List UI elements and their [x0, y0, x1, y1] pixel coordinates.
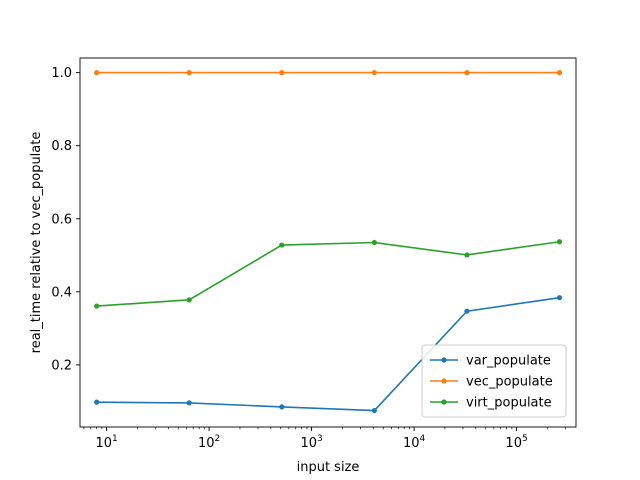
legend-label-virt_populate: virt_populate: [466, 396, 552, 411]
data-point-var_populate-0: [94, 399, 100, 405]
legend-label-var_populate: var_populate: [466, 354, 551, 369]
x-tick-label-1: 102: [198, 434, 220, 451]
x-tick-label-3: 104: [403, 434, 426, 451]
plot-area: [94, 70, 563, 414]
legend-label-vec_populate: vec_populate: [466, 375, 553, 390]
data-point-virt_populate-4: [464, 252, 470, 258]
data-point-vec_populate-2: [279, 70, 285, 76]
data-point-virt_populate-3: [371, 239, 377, 246]
data-point-var_populate-3: [371, 407, 377, 414]
data-point-virt_populate-0: [94, 303, 100, 309]
y-axis-label: real_time relative to vec_populate: [29, 132, 44, 354]
y-tick-label-4: 1.0: [51, 66, 72, 81]
legend: var_populate vec_populate virt_populate: [421, 344, 567, 418]
data-point-var_populate-1: [186, 400, 192, 406]
x-tick-label-2: 103: [300, 434, 322, 451]
data-point-var_populate-2: [279, 404, 285, 410]
y-tick-label-0: 0.2: [51, 358, 72, 373]
x-tick-label-4: 105: [505, 434, 527, 451]
data-point-virt_populate-1: [186, 297, 192, 303]
y-tick-label-2: 0.6: [51, 212, 72, 227]
data-point-var_populate-5: [556, 295, 563, 301]
series-line-virt_populate: [96, 240, 560, 307]
y-tick-label-3: 0.8: [51, 139, 72, 154]
legend-marker-vec_populate: [441, 378, 447, 384]
data-point-vec_populate-4: [464, 70, 470, 76]
data-point-vec_populate-1: [186, 70, 192, 76]
x-axis-label: input size: [297, 460, 360, 475]
legend-box: [421, 344, 567, 418]
axes-frame: [79, 57, 577, 428]
data-point-vec_populate-0: [94, 70, 100, 76]
data-point-vec_populate-5: [556, 70, 563, 76]
data-point-var_populate-4: [464, 308, 470, 314]
y-tick-label-1: 0.4: [51, 285, 72, 300]
legend-marker-virt_populate: [441, 399, 447, 405]
legend-marker-var_populate: [441, 357, 447, 363]
data-point-virt_populate-5: [556, 239, 563, 245]
data-point-virt_populate-2: [279, 242, 285, 248]
x-tick-label-0: 101: [95, 434, 117, 451]
data-point-vec_populate-3: [371, 70, 377, 76]
series-line-var_populate: [96, 296, 560, 412]
axes: 101 102 103 104 105 0.2 0.4 0.6 0.8 1.0: [51, 57, 577, 451]
